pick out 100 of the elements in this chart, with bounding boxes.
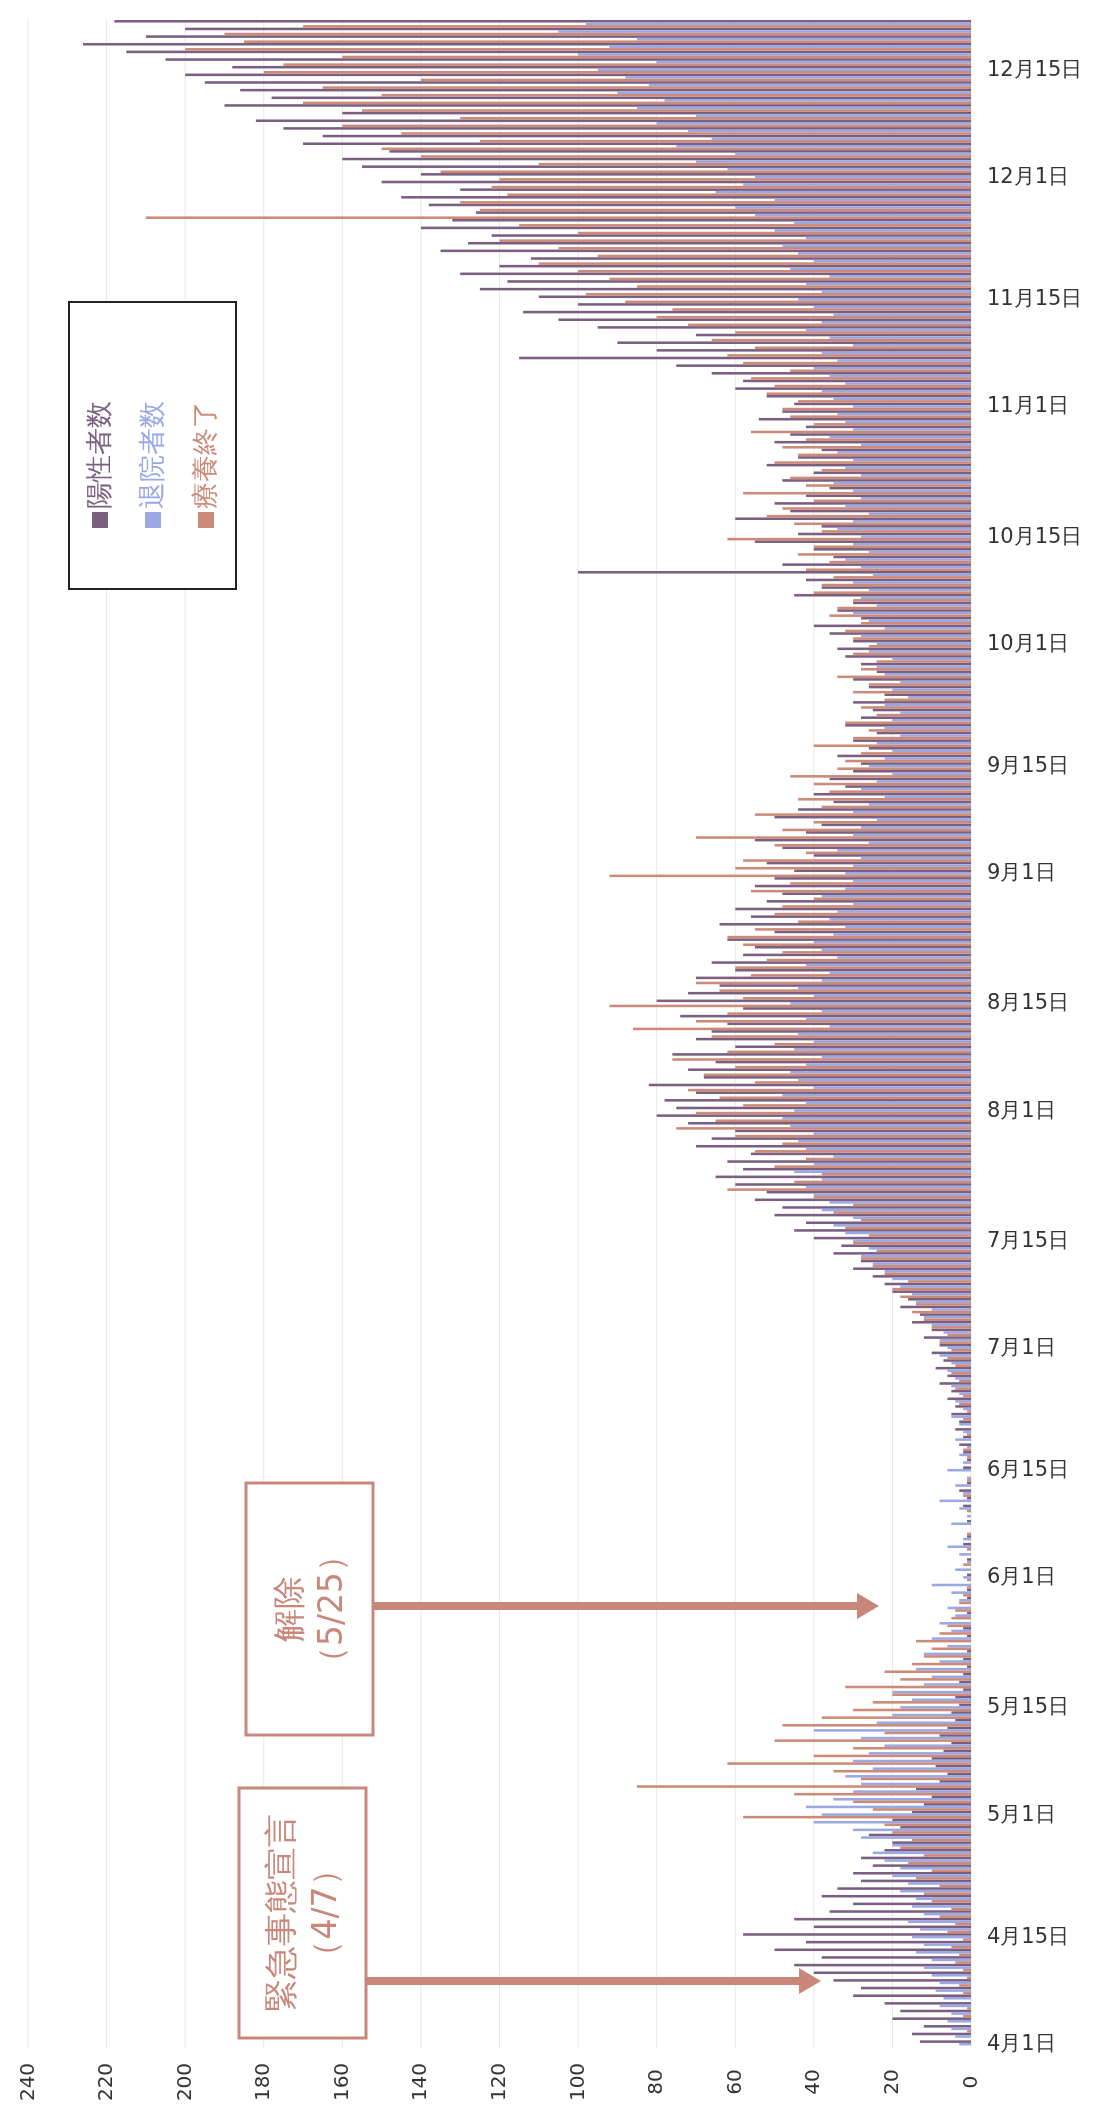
annotation: （4/7） (304, 1853, 344, 1973)
bar (967, 1433, 971, 1436)
bar (735, 1183, 971, 1186)
y-tick-label: 5月1日 (987, 1801, 1056, 1826)
bar (656, 1114, 971, 1117)
bar (676, 145, 971, 148)
bar (853, 489, 971, 492)
bar (617, 341, 971, 344)
bar (931, 1308, 971, 1311)
y-tick-label: 6月15日 (987, 1457, 1070, 1482)
x-tick-label: 60 (721, 2069, 746, 2095)
bar (676, 364, 971, 367)
bar (499, 178, 971, 181)
bar (884, 757, 971, 760)
bar (943, 1359, 971, 1362)
bar (813, 744, 971, 748)
bar (303, 142, 971, 145)
bar (923, 1966, 971, 1969)
bar (727, 1762, 971, 1765)
bar (939, 1621, 971, 1625)
bar (794, 1229, 971, 1232)
bar (955, 1614, 971, 1617)
bar (837, 767, 971, 770)
bar (963, 1576, 971, 1579)
annotation: 緊急事態宣言 (260, 1814, 300, 2012)
bar (83, 42, 971, 46)
bar (735, 387, 971, 390)
bar (719, 989, 971, 992)
bar (868, 644, 971, 648)
bar (766, 900, 971, 903)
bar (782, 951, 971, 954)
bar (244, 40, 971, 43)
bar (939, 1780, 971, 1783)
bar (955, 1428, 971, 1431)
bar (860, 716, 971, 719)
bar (853, 1267, 971, 1270)
bar (853, 405, 971, 408)
bar (868, 650, 971, 653)
bar (837, 451, 971, 454)
bar (672, 1058, 971, 1061)
bar (711, 1137, 971, 1140)
bar (727, 1012, 971, 1015)
bar (860, 1836, 971, 1839)
bar (719, 923, 971, 926)
bar (868, 1247, 971, 1250)
bar (790, 267, 971, 270)
bar (558, 318, 971, 322)
bar (943, 1331, 971, 1334)
bar (947, 1545, 971, 1549)
bar (892, 2017, 971, 2020)
bar (558, 30, 971, 33)
bar (876, 604, 971, 607)
bar (967, 1665, 971, 1668)
bar (821, 1956, 971, 1959)
bar (794, 593, 971, 597)
bar (715, 1119, 971, 1123)
bar (688, 1122, 971, 1125)
bar (853, 701, 971, 704)
bar (798, 798, 971, 801)
bar (735, 517, 971, 520)
bar (900, 711, 971, 714)
bar (750, 974, 971, 977)
bar (578, 571, 971, 574)
bar (868, 1234, 971, 1237)
x-tick-label: 20 (878, 2069, 903, 2095)
bar (790, 775, 971, 778)
bar (939, 1660, 971, 1663)
bar (959, 1507, 971, 1510)
bar (743, 1104, 971, 1107)
bar (951, 1711, 971, 1714)
bar (955, 1609, 971, 1612)
bar (892, 688, 971, 691)
bar (790, 882, 971, 885)
y-tick-label: 12月1日 (987, 163, 1070, 188)
bar (401, 132, 971, 135)
bar (578, 53, 971, 56)
bar (959, 1392, 971, 1395)
bar (695, 160, 971, 163)
bar (876, 660, 971, 663)
bar (794, 1109, 971, 1112)
bar (790, 433, 971, 436)
bar (558, 247, 971, 250)
bar (735, 206, 971, 209)
bar (931, 1900, 971, 1903)
bar (833, 1224, 971, 1227)
y-tick-label: 9月1日 (987, 860, 1056, 885)
bar (884, 673, 971, 676)
x-tick-label: 80 (643, 2069, 668, 2095)
bar (821, 1716, 971, 1719)
bar (452, 218, 971, 222)
bar (672, 308, 971, 311)
bar (923, 1683, 971, 1686)
bar (754, 1081, 971, 1084)
bar (821, 290, 971, 293)
bar (782, 479, 971, 482)
bar (361, 109, 971, 112)
bar (821, 525, 971, 528)
bar (931, 1757, 971, 1760)
bar (963, 1688, 971, 1691)
bar (892, 718, 971, 722)
